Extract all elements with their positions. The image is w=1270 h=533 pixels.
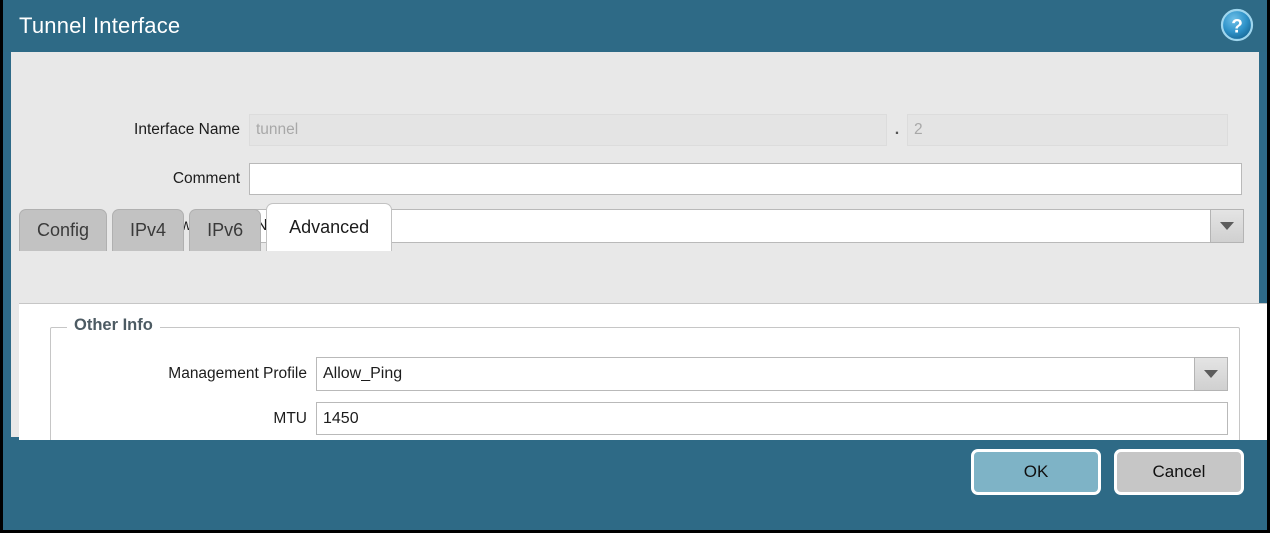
management-profile-dropdown-button[interactable] (1194, 357, 1228, 391)
other-info-fieldset: Other Info Management Profile Allow_Ping… (50, 316, 1240, 465)
netflow-profile-select[interactable]: None (249, 209, 1244, 243)
tab-ipv6[interactable]: IPv6 (189, 209, 262, 251)
dialog-title: Tunnel Interface (19, 13, 181, 38)
tab-label: Config (37, 220, 90, 240)
interface-name-separator: . (894, 121, 900, 138)
tab-ipv4[interactable]: IPv4 (112, 209, 185, 251)
cancel-button[interactable]: Cancel (1114, 449, 1244, 495)
interface-name-label: Interface Name (134, 121, 240, 138)
management-profile-select[interactable]: Allow_Ping (316, 357, 1228, 391)
interface-name-row: Interface Name . (11, 114, 1259, 146)
other-info-legend: Other Info (67, 316, 160, 335)
chevron-down-icon (1204, 370, 1218, 378)
interface-name-input[interactable] (249, 114, 887, 146)
tab-label: Advanced (289, 217, 370, 237)
tab-label: IPv6 (207, 220, 244, 240)
tab-label: IPv4 (130, 220, 167, 240)
management-profile-label: Management Profile (168, 365, 307, 382)
dialog-footer: OK Cancel (3, 440, 1267, 530)
management-profile-value[interactable]: Allow_Ping (316, 357, 1194, 391)
comment-input[interactable] (249, 163, 1242, 195)
tab-strip: Config IPv4 IPv6 Advanced (19, 203, 397, 251)
interface-suffix-input[interactable] (907, 114, 1228, 146)
tab-advanced[interactable]: Advanced (266, 203, 393, 251)
chevron-down-icon (1220, 222, 1234, 230)
mtu-label: MTU (273, 409, 307, 427)
dialog-content-panel: Interface Name . Comment Netflow Profile… (11, 52, 1267, 495)
dialog-button-row: OK Cancel (971, 449, 1244, 495)
management-profile-row: Management Profile Allow_Ping (51, 357, 1228, 391)
tab-config[interactable]: Config (19, 209, 108, 251)
help-circle-icon[interactable]: ? (1220, 8, 1254, 42)
mtu-input[interactable] (316, 402, 1228, 435)
comment-row: Comment (11, 163, 1259, 195)
svg-text:?: ? (1231, 17, 1243, 38)
netflow-profile-dropdown-button[interactable] (1210, 209, 1244, 243)
comment-label: Comment (172, 170, 240, 187)
mtu-row: MTU (51, 402, 1228, 435)
dialog-titlebar: Tunnel Interface ? (3, 0, 1267, 52)
ok-button[interactable]: OK (971, 449, 1101, 495)
